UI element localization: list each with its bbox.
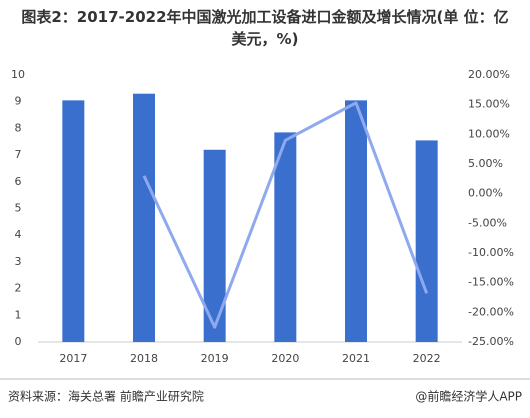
y2-tick-label: 0.00%: [468, 187, 503, 200]
y-tick-label: 6: [15, 175, 22, 188]
y-tick-label: 9: [15, 95, 22, 108]
y2-tick-label: -10.00%: [468, 246, 514, 259]
y2-tick-label: -5.00%: [468, 216, 507, 229]
line: [142, 101, 429, 329]
y-tick-label: 3: [15, 255, 22, 268]
bar: [133, 93, 155, 342]
y-tick-label: 8: [15, 121, 22, 134]
bar: [415, 140, 438, 342]
brand: @前瞻经济学人APP: [415, 389, 522, 404]
y-tick-label: 4: [15, 228, 22, 241]
bar: [274, 132, 297, 342]
y2-tick-label: 10.00%: [468, 127, 510, 140]
y2-tick-label: -15.00%: [468, 276, 514, 289]
x-tick-label: 2022: [413, 352, 441, 365]
chart-title: 图表2：2017-2022年中国激光加工设备进口金额及增长情况(单 位：亿美元，…: [21, 8, 509, 48]
y2-tick-label: 15.00%: [468, 98, 510, 111]
source: 资料来源：海关总署 前瞻产业研究院: [8, 389, 204, 404]
y-tick-label: 7: [15, 148, 22, 161]
bar: [345, 100, 367, 343]
x-tick-label: 2018: [130, 352, 158, 365]
y-tick-label: 5: [15, 202, 22, 215]
y2-tick-label: 5.00%: [468, 157, 503, 170]
y-tick-label: 10: [11, 68, 25, 81]
x-tick-label: 2017: [59, 352, 87, 365]
y2-tick-label: -20.00%: [468, 305, 514, 318]
bar: [203, 149, 226, 342]
x-tick-label: 2021: [342, 352, 370, 365]
y2-tick-label: -25.00%: [468, 335, 514, 348]
y-tick-label: 1: [15, 308, 22, 321]
x-tick-label: 2019: [201, 352, 229, 365]
y-tick-label: 2: [15, 282, 22, 295]
y2-tick-label: 20.00%: [468, 68, 510, 81]
y-tick-label: 0: [15, 335, 22, 348]
x-tick-label: 2020: [271, 352, 299, 365]
bar: [62, 100, 85, 343]
